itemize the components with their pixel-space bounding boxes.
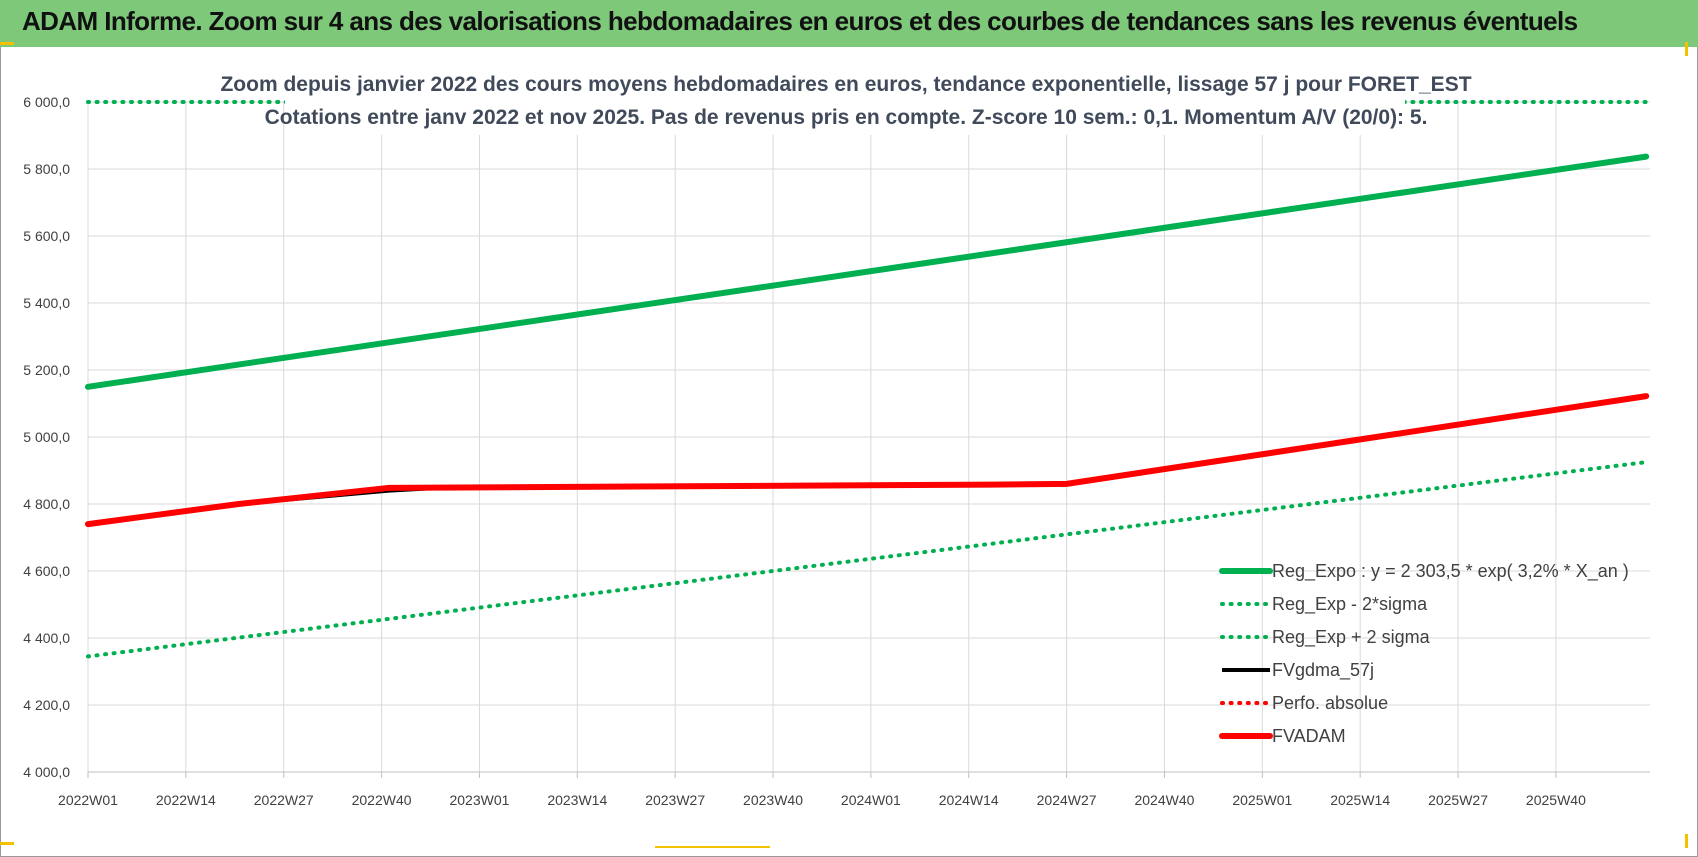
grid-lines — [87, 101, 1650, 773]
legend-entry: FVgdma_57j — [1272, 660, 1374, 681]
x-tick-label: 2022W27 — [254, 792, 314, 808]
y-tick-label: 4 600,0 — [23, 563, 70, 579]
x-tick-label: 2024W27 — [1037, 792, 1097, 808]
x-tick-label: 2022W40 — [352, 792, 412, 808]
y-tick-label: 4 200,0 — [23, 697, 70, 713]
x-tick-label: 2025W40 — [1526, 792, 1586, 808]
x-tick-label: 2024W14 — [939, 792, 999, 808]
legend-entry: FVADAM — [1272, 726, 1346, 746]
y-tick-label: 6 000,0 — [23, 94, 70, 110]
x-axis: 2022W01 2022W14 2022W27 2022W40 2023W01 2023W… — [58, 771, 1650, 808]
y-tick-label: 4 400,0 — [23, 630, 70, 646]
x-tick-label: 2024W01 — [841, 792, 901, 808]
x-tick-label: 2024W40 — [1134, 792, 1194, 808]
corner-marker — [1685, 42, 1688, 56]
legend-entry: Reg_Exp - 2*sigma — [1272, 594, 1428, 615]
legend-entry: Reg_Expo : y = 2 303,5 * exp( 3,2% * X_a… — [1272, 561, 1629, 582]
chart-title-line-1: Zoom depuis janvier 2022 des cours moyen… — [220, 73, 1471, 96]
x-tick-label: 2022W14 — [156, 792, 216, 808]
y-axis: 6 000,0 5 800,0 5 600,0 5 400,0 5 200,0 5 000… — [23, 94, 70, 780]
series-line-3 — [87, 394, 1647, 527]
series-line-5 — [85, 393, 1650, 528]
x-tick-label: 2023W40 — [743, 792, 803, 808]
y-tick-label: 5 200,0 — [23, 362, 70, 378]
banner-title: ADAM Informe. Zoom sur 4 ans des valoris… — [22, 6, 1578, 36]
y-tick-label: 5 000,0 — [23, 429, 70, 445]
chart-title-line-2: Cotations entre janv 2022 et nov 2025. P… — [265, 106, 1428, 129]
x-tick-label: 2023W14 — [547, 792, 607, 808]
y-tick-label: 5 800,0 — [23, 161, 70, 177]
x-tick-label: 2025W27 — [1428, 792, 1488, 808]
y-tick-label: 5 400,0 — [23, 295, 70, 311]
y-tick-label: 4 800,0 — [23, 496, 70, 512]
y-tick-label: 5 600,0 — [23, 228, 70, 244]
x-tick-label: 2023W01 — [449, 792, 509, 808]
x-tick-label: 2022W01 — [58, 792, 118, 808]
corner-marker — [655, 846, 770, 848]
corner-marker — [0, 842, 14, 845]
corner-marker — [1685, 834, 1688, 848]
y-tick-label: 4 000,0 — [23, 764, 70, 780]
corner-marker — [0, 42, 14, 45]
series-line-1 — [86, 460, 1649, 659]
series-line-0 — [85, 153, 1650, 390]
x-tick-label: 2025W01 — [1232, 792, 1292, 808]
legend-entry: Reg_Exp + 2 sigma — [1272, 627, 1431, 648]
legend-entry: Perfo. absolue — [1272, 693, 1388, 713]
x-tick-label: 2025W14 — [1330, 792, 1390, 808]
title-backdrop — [285, 63, 1405, 135]
legend: Reg_Expo : y = 2 303,5 * exp( 3,2% * X_a… — [1219, 561, 1629, 746]
title-banner: ADAM Informe. Zoom sur 4 ans des valoris… — [0, 0, 1698, 47]
x-tick-label: 2023W27 — [645, 792, 705, 808]
